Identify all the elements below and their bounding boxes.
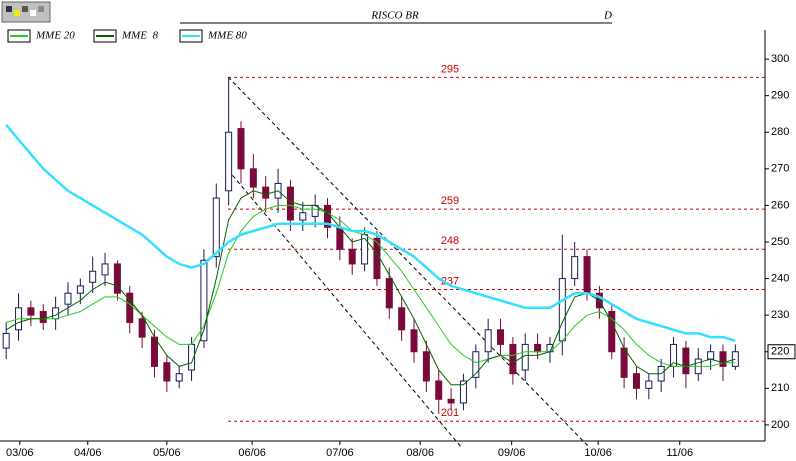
- candle-body: [731, 351, 739, 367]
- candle-body: [509, 343, 517, 375]
- y-tick-label: 290: [771, 90, 789, 102]
- y-tick-label: 280: [771, 126, 789, 138]
- level-label: 259: [441, 195, 459, 207]
- ema-line: [5, 190, 736, 386]
- candle-body: [521, 343, 529, 371]
- candle-body: [707, 351, 715, 360]
- candle-body: [534, 343, 542, 353]
- candle-body: [682, 347, 690, 375]
- candle-body: [571, 256, 579, 280]
- candle-body: [262, 186, 270, 199]
- candle-body: [113, 263, 121, 294]
- candle-body: [472, 351, 480, 378]
- candle-body: [620, 347, 628, 378]
- level-label: 295: [441, 63, 459, 75]
- y-tick-label: 260: [771, 199, 789, 211]
- candle-body: [459, 380, 467, 404]
- x-tick-label: 10/06: [584, 447, 612, 459]
- y-tick-label: 250: [771, 236, 789, 248]
- last-value-box: [767, 344, 796, 360]
- candle-body: [435, 380, 443, 400]
- y-tick-label: 300: [771, 53, 789, 65]
- level-label: 237: [441, 275, 459, 287]
- candle-body: [39, 310, 47, 323]
- candle-body: [608, 310, 616, 353]
- candle-body: [76, 285, 84, 294]
- candle-body: [385, 278, 393, 309]
- x-tick-label: 04/06: [74, 447, 102, 459]
- last-value-label: 220: [771, 346, 789, 358]
- candle-body: [299, 212, 307, 221]
- candle-body: [150, 336, 158, 367]
- candle-body: [497, 329, 505, 345]
- y-tick-label: 240: [771, 272, 789, 284]
- legend-label: MME 20: [35, 30, 75, 42]
- candle-body: [138, 318, 146, 338]
- candle-body: [163, 362, 171, 382]
- candle-body: [484, 329, 492, 353]
- candle-body: [719, 351, 727, 367]
- candle-body: [410, 329, 418, 353]
- period-label: D: [603, 10, 612, 22]
- candle-body: [249, 168, 257, 188]
- level-label: 201: [441, 407, 459, 419]
- candle-body: [583, 256, 591, 294]
- y-tick-label: 200: [771, 419, 789, 431]
- candle-body: [89, 270, 97, 283]
- candle-body: [237, 128, 245, 170]
- candle-body: [101, 263, 109, 276]
- candle-body: [225, 131, 233, 192]
- candle-body: [447, 398, 455, 404]
- candle-body: [2, 332, 10, 349]
- y-tick-label: 230: [771, 309, 789, 321]
- y-tick-label: 270: [771, 163, 789, 175]
- candle-body: [200, 259, 208, 342]
- candle-body: [52, 307, 60, 320]
- x-tick-label: 09/06: [498, 447, 526, 459]
- level-label: 248: [441, 235, 459, 247]
- candle-body: [175, 373, 183, 382]
- legend-label: MME 8: [121, 30, 159, 42]
- ema-line: [6, 204, 736, 367]
- x-tick-label: 08/06: [406, 447, 434, 459]
- legend-label: MME 80: [207, 30, 247, 42]
- trend-line: [227, 169, 463, 449]
- x-tick-label: 06/06: [238, 447, 266, 459]
- candle-body: [27, 307, 35, 316]
- candle-body: [348, 248, 356, 265]
- candle-body: [64, 292, 72, 305]
- logo: [1, 1, 51, 23]
- candle-body: [286, 186, 294, 221]
- ema-line: [5, 124, 736, 342]
- x-tick-label: 03/06: [6, 447, 34, 459]
- x-tick-label: 11/06: [666, 447, 693, 459]
- y-tick-label: 210: [771, 382, 789, 394]
- candle-body: [126, 292, 134, 323]
- x-tick-label: 07/06: [326, 447, 354, 459]
- candle-body: [422, 351, 430, 382]
- candle-body: [398, 307, 406, 331]
- candle-body: [645, 380, 653, 389]
- candle-body: [558, 278, 566, 342]
- candle-body: [212, 197, 220, 258]
- candle-body: [336, 226, 344, 250]
- trend-line: [227, 76, 591, 449]
- x-tick-label: 05/06: [153, 447, 181, 459]
- candle-body: [632, 373, 640, 389]
- chart-title: RISCO BR: [370, 10, 419, 22]
